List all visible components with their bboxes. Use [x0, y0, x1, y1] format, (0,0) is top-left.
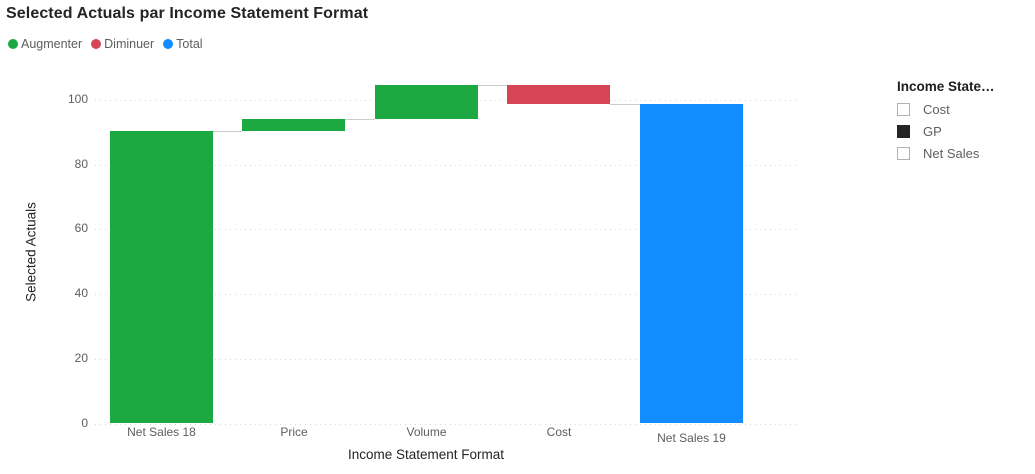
waterfall-bar-volume[interactable] — [374, 85, 478, 120]
chart-title: Selected Actuals par Income Statement Fo… — [6, 5, 369, 22]
slicer-item-cost[interactable]: Cost — [897, 102, 995, 117]
legend-label-diminuer: Diminuer — [104, 37, 155, 51]
slicer-item-net-sales[interactable]: Net Sales — [897, 146, 995, 161]
y-tick-label-20: 20 — [74, 350, 88, 365]
x-axis-title: Income Statement Format — [347, 447, 505, 462]
slicer-label-gp: GP — [923, 124, 942, 139]
slicer-label-net-sales: Net Sales — [923, 146, 980, 161]
x-tick-label-net-sales-18: Net Sales 18 — [127, 425, 196, 439]
checkbox-net-sales-icon[interactable] — [897, 147, 910, 160]
y-tick-label-80: 80 — [74, 156, 88, 171]
y-tick-label-40: 40 — [74, 286, 88, 301]
legend-label-total: Total — [176, 37, 203, 51]
legend-dot-increase-icon — [8, 39, 18, 49]
income-statement-slicer: Income State… Cost GP Net Sales — [897, 79, 995, 168]
legend-dot-total-icon — [163, 39, 174, 49]
legend-item-augmenter[interactable]: Augmenter — [8, 37, 82, 51]
gridline-40 — [95, 294, 797, 296]
legend-item-total[interactable]: Total — [163, 37, 203, 51]
checkbox-gp-icon[interactable] — [897, 125, 910, 138]
waterfall-bar-net-sales-18[interactable] — [109, 131, 213, 424]
y-tick-label-60: 60 — [74, 221, 88, 236]
checkbox-cost-icon[interactable] — [897, 103, 910, 116]
slicer-item-gp[interactable]: GP — [897, 124, 995, 139]
chart-legend: Augmenter Diminuer Total — [8, 37, 212, 51]
y-axis-title: Selected Actuals — [23, 202, 39, 302]
gridline-80 — [95, 164, 797, 166]
gridline-20 — [95, 358, 797, 360]
legend-item-diminuer[interactable]: Diminuer — [91, 37, 154, 51]
connector-line-0 — [212, 131, 243, 133]
y-tick-label-100: 100 — [67, 92, 88, 106]
connector-line-1 — [345, 119, 375, 121]
slicer-label-cost: Cost — [923, 102, 950, 117]
x-tick-label-price: Price — [280, 425, 308, 439]
slicer-title: Income State… — [897, 79, 995, 94]
y-tick-label-0: 0 — [81, 415, 88, 430]
connector-line-3 — [610, 104, 640, 106]
legend-label-augmenter: Augmenter — [21, 37, 83, 51]
waterfall-bar-net-sales-19[interactable] — [639, 104, 743, 424]
x-tick-label-net-sales-19: Net Sales 19 — [657, 431, 726, 445]
waterfall-bar-cost[interactable] — [507, 85, 611, 105]
x-tick-label-cost: Cost — [546, 425, 572, 439]
legend-dot-decrease-icon — [91, 39, 102, 49]
gridline-60 — [95, 229, 797, 231]
waterfall-bar-price[interactable] — [242, 119, 346, 132]
connector-line-2 — [477, 85, 508, 87]
gridline-0 — [95, 423, 797, 425]
x-tick-label-volume: Volume — [406, 425, 447, 439]
